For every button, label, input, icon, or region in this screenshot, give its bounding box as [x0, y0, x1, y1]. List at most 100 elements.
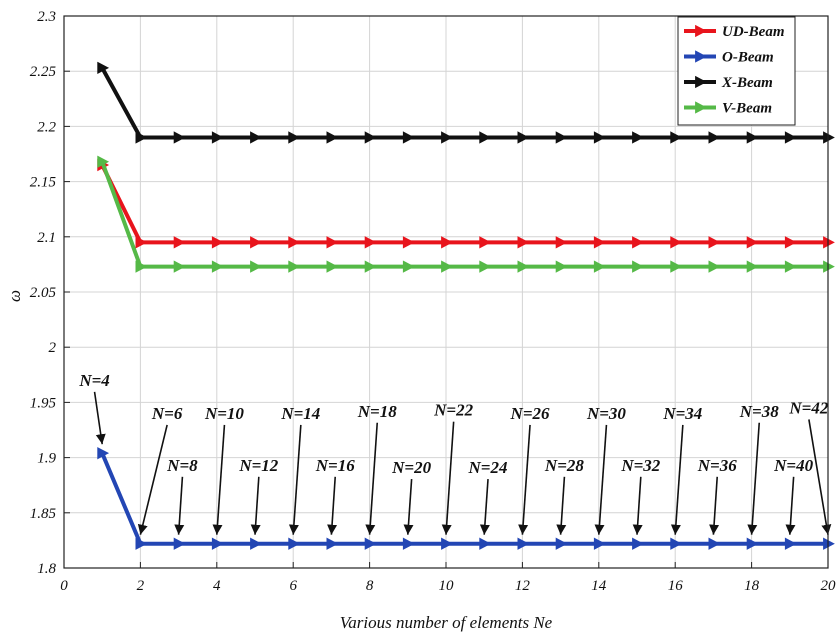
data-point-ud-beam: [441, 236, 453, 249]
annotation-n-6: N=6: [137, 404, 183, 535]
data-point-x-beam: [517, 131, 530, 144]
annotation-label: N=24: [468, 458, 508, 477]
data-point-v-beam: [517, 260, 530, 273]
y-tick-label: 2.3: [37, 9, 56, 25]
annotation-label: N=8: [166, 456, 198, 475]
legend-item-v-beam: V-Beam: [684, 101, 772, 117]
data-point-o-beam: [746, 537, 759, 550]
annotation-arrow: [403, 479, 414, 535]
annotation-n-18: N=18: [357, 402, 397, 535]
annotation-arrow: [441, 421, 455, 535]
data-point-x-beam: [135, 131, 148, 144]
data-point-o-beam: [708, 537, 721, 550]
data-point-x-beam: [326, 131, 339, 144]
annotation-arrow: [709, 476, 720, 535]
data-point-v-beam: [784, 260, 797, 273]
x-tick-label: 12: [515, 578, 531, 594]
x-tick-label: 10: [439, 578, 455, 594]
legend-swatch-marker: [695, 24, 707, 38]
data-point-ud-beam: [517, 236, 530, 249]
data-point-v-beam: [823, 260, 835, 273]
series-v-beam: [97, 155, 835, 273]
legend-label: X-Beam: [721, 75, 773, 91]
annotation-n-32: N=32: [620, 456, 661, 535]
annotation-arrow: [670, 424, 684, 535]
data-point-v-beam: [288, 260, 301, 273]
annotation-label: N=32: [620, 456, 660, 475]
annotation-n-24: N=24: [468, 458, 508, 535]
data-point-ud-beam: [250, 236, 262, 249]
legend-swatch-marker: [695, 50, 707, 63]
y-tick-label: 1.9: [37, 451, 56, 467]
annotation-arrow: [747, 422, 761, 535]
data-point-o-beam: [288, 537, 301, 550]
x-tick-label: 6: [289, 578, 297, 594]
data-point-x-beam: [632, 131, 644, 144]
data-point-x-beam: [250, 131, 262, 144]
annotation-label: N=6: [151, 404, 183, 423]
annotation-arrow: [250, 476, 261, 535]
data-point-ud-beam: [364, 236, 377, 249]
data-point-o-beam: [593, 537, 606, 550]
data-point-ud-beam: [211, 236, 224, 249]
annotation-label: N=4: [78, 371, 109, 390]
annotation-label: N=42: [788, 398, 828, 417]
annotation-label: N=12: [238, 456, 278, 475]
x-tick-label: 18: [744, 578, 760, 594]
legend-label: O-Beam: [722, 50, 774, 66]
series-line-v-beam: [100, 161, 828, 269]
data-point-ud-beam: [708, 236, 721, 249]
data-point-x-beam: [479, 131, 492, 144]
y-tick-label: 2.15: [30, 175, 57, 191]
data-point-x-beam: [402, 131, 415, 144]
legend-item-x-beam: X-Beam: [684, 75, 773, 91]
y-tick-label: 2.25: [30, 64, 57, 80]
y-tick-label: 1.85: [30, 506, 57, 522]
data-point-x-beam: [288, 131, 301, 144]
annotation-label: N=28: [544, 456, 584, 475]
annotation-n-36: N=36: [697, 456, 737, 535]
data-point-ud-beam: [784, 236, 797, 249]
data-point-v-beam: [670, 260, 683, 273]
data-point-o-beam: [784, 537, 797, 550]
data-point-o-beam: [823, 537, 835, 550]
legend-swatch-marker: [695, 75, 707, 89]
data-point-ud-beam: [479, 236, 492, 249]
annotation-n-38: N=38: [739, 402, 779, 535]
y-tick-label: 2.1: [37, 230, 56, 246]
annotation-n-12: N=12: [238, 456, 279, 535]
data-point-v-beam: [211, 260, 224, 273]
annotation-label: N=10: [204, 404, 244, 423]
data-point-x-beam: [746, 131, 759, 144]
annotation-n-30: N=30: [586, 404, 626, 535]
data-point-ud-beam: [670, 236, 683, 249]
data-point-v-beam: [441, 260, 453, 273]
annotation-label: N=18: [357, 402, 397, 421]
annotations: N=4 N=6 N=8 N=10 N=12 N=14 N=16 N=18 N=20 N=22 N=2…: [78, 371, 832, 535]
data-point-v-beam: [593, 260, 606, 273]
data-point-v-beam: [555, 260, 568, 273]
data-point-ud-beam: [746, 236, 759, 249]
data-point-ud-beam: [402, 236, 415, 249]
annotation-arrow: [365, 422, 379, 535]
data-point-x-beam: [593, 131, 606, 144]
x-tick-label: 4: [213, 578, 221, 594]
annotation-arrow: [288, 424, 302, 535]
data-point-v-beam: [746, 260, 759, 273]
annotation-n-26: N=26: [510, 404, 550, 535]
series-o-beam: [97, 447, 835, 550]
series-lines: [97, 61, 835, 550]
data-point-x-beam: [211, 131, 224, 144]
legend-swatch-marker: [695, 101, 707, 114]
annotation-label: N=16: [315, 456, 355, 475]
data-point-o-beam: [326, 537, 339, 550]
legend-item-o-beam: O-Beam: [684, 50, 774, 66]
legend-item-ud-beam: UD-Beam: [684, 24, 785, 40]
annotation-arrow: [785, 476, 796, 535]
x-tick-label: 0: [60, 578, 68, 594]
annotation-arrow: [594, 424, 608, 535]
annotation-n-10: N=10: [204, 404, 244, 535]
data-point-v-beam: [708, 260, 721, 273]
annotation-n-4: N=4: [78, 371, 110, 445]
data-point-o-beam: [632, 537, 644, 550]
